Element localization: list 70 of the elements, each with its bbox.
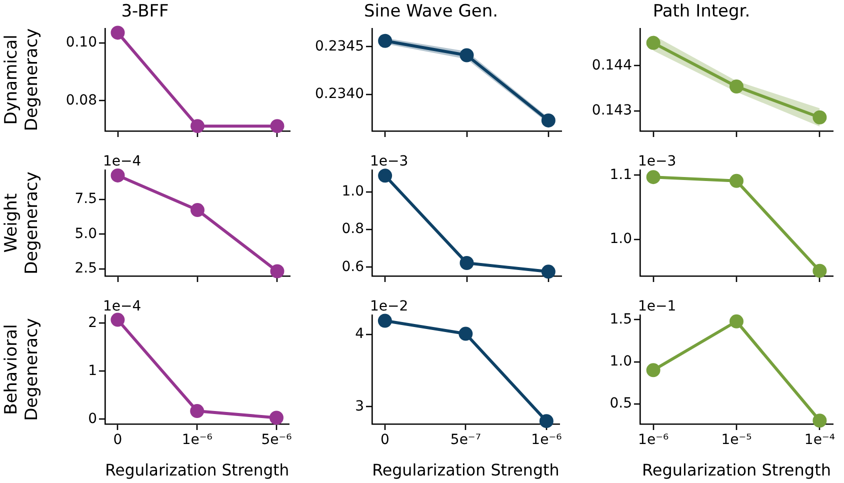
y-tick-label: 0.08: [66, 92, 97, 108]
point: [541, 113, 556, 128]
text: 1e−4: [103, 298, 142, 315]
text: 1e−1: [638, 298, 676, 315]
y-tick-label: 0.5: [610, 395, 632, 412]
point: [378, 168, 392, 183]
y-tick-label: 2: [88, 314, 97, 331]
point: [730, 174, 744, 188]
point: [110, 312, 125, 327]
y-tick-label: 1.1: [610, 166, 632, 183]
point: [646, 363, 660, 378]
y-tick-label: 0.2345: [315, 38, 364, 54]
x-tick-label: 1e⁻⁴: [804, 432, 836, 448]
chart-title: 3-BFF: [121, 2, 169, 22]
x-tick-label: 1e⁻⁶: [531, 432, 562, 448]
y-tick-label: 1.0: [610, 353, 632, 370]
x-tick-label: 1e⁻⁵: [721, 432, 752, 448]
x-tick-label: 5e⁻⁷: [450, 432, 481, 448]
y-tick-label: 0.6: [342, 258, 364, 275]
x-axis-title: Regularization Strength: [105, 460, 290, 480]
point: [269, 410, 284, 425]
y-axis-title: Dynamical Degeneracy: [2, 28, 42, 132]
x-tick-label: 1e⁻⁶: [638, 432, 669, 448]
x-tick-label: 5e⁻⁶: [261, 432, 292, 448]
y-tick-label: 5.0: [74, 226, 97, 242]
text: 1e−4: [103, 154, 142, 170]
y-axis-title: Behavioral Degeneracy: [2, 318, 42, 421]
point: [730, 80, 744, 94]
point: [190, 203, 204, 218]
y-tick-label: 1.0: [610, 231, 632, 248]
chart-title: Sine Wave Gen.: [364, 2, 498, 22]
y-tick-label: 0.144: [592, 57, 632, 74]
text: 1e−3: [638, 154, 676, 170]
point: [812, 264, 827, 278]
text: 1e−3: [370, 154, 408, 170]
y-tick-label: 3: [355, 398, 364, 414]
point: [541, 264, 556, 279]
y-tick-label: 0.8: [342, 221, 364, 238]
x-tick-label: 0: [380, 432, 390, 448]
point: [646, 36, 660, 50]
point: [378, 34, 392, 48]
y-tick-label: 2.5: [74, 260, 97, 277]
point: [539, 414, 554, 428]
y-tick-label: 1: [88, 362, 97, 379]
y-tick-label: 0.143: [592, 102, 632, 119]
point: [812, 110, 827, 124]
point: [378, 314, 392, 328]
y-tick-label: 0.10: [66, 34, 97, 50]
y-tick-label: 1.0: [342, 183, 364, 200]
point: [458, 326, 473, 341]
x-tick-label: 0: [113, 432, 122, 448]
y-tick-label: 0.2340: [315, 86, 364, 102]
x-axis-title: Regularization Strength: [372, 460, 560, 480]
x-tick-label: 1e⁻⁶: [182, 432, 213, 448]
y-tick-label: 1.5: [610, 311, 632, 328]
point: [812, 414, 827, 428]
point: [270, 264, 284, 278]
point: [460, 256, 474, 270]
y-axis-title: Weight Degeneracy: [2, 172, 42, 274]
point: [730, 314, 744, 328]
x-axis-title: Regularization Strength: [642, 460, 831, 480]
y-tick-label: 7.5: [74, 190, 97, 207]
text: 1e−2: [370, 298, 408, 315]
chart-title: Path Integr.: [652, 2, 750, 22]
y-tick-label: 0: [88, 410, 97, 427]
point: [110, 168, 125, 182]
point: [460, 48, 474, 62]
y-tick-label: 4: [355, 326, 364, 342]
point: [646, 170, 660, 184]
point: [190, 404, 204, 418]
